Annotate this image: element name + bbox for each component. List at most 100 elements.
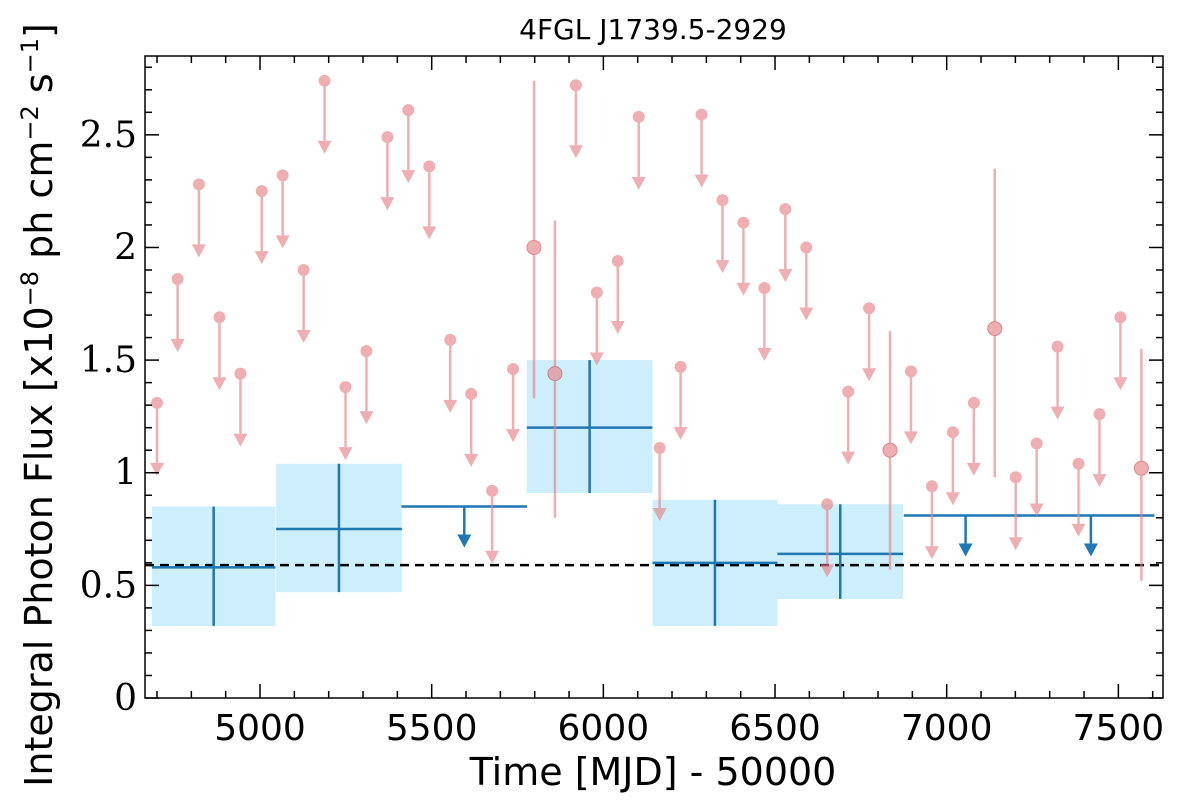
short-bin-upper-limit-arrow xyxy=(778,269,793,283)
short-bin-marker xyxy=(1114,311,1127,324)
short-bin-upper-limit xyxy=(652,441,667,521)
short-bin-marker xyxy=(360,345,373,358)
short-bin-upper-limit xyxy=(275,169,290,249)
short-bin-marker xyxy=(444,333,457,346)
short-bin-upper-limit-arrow xyxy=(673,426,688,440)
short-bin-upper-limit-arrow xyxy=(212,377,227,391)
x-axis-label: Time [MJD] - 50000 xyxy=(469,750,837,794)
short-bin-upper-limit-arrow xyxy=(736,282,751,296)
chart-title: 4FGL J1739.5-2929 xyxy=(519,13,787,46)
short-bin-marker xyxy=(1030,437,1043,450)
y-axis-label-exponent: −2 xyxy=(16,105,44,140)
short-bin-upper-limit xyxy=(757,282,772,362)
short-bin-upper-limit xyxy=(506,363,521,443)
y-tick-label: 0.5 xyxy=(80,565,137,606)
short-bin-upper-limit xyxy=(1050,340,1065,420)
short-bin-upper-limit xyxy=(380,131,395,211)
short-bin-upper-limit xyxy=(799,241,814,321)
y-tick-label: 1.5 xyxy=(80,340,137,381)
short-bin-upper-limit-arrow xyxy=(296,330,311,343)
short-bin-upper-limit-arrow xyxy=(191,244,206,258)
short-bin-marker xyxy=(925,480,938,493)
short-bin-upper-limit xyxy=(673,360,688,440)
short-bin-detection xyxy=(1133,348,1149,581)
short-bin-upper-limit xyxy=(1008,471,1023,551)
short-bin-marker xyxy=(234,367,247,380)
short-bin-marker xyxy=(465,387,478,400)
short-bin-upper-limit-arrow xyxy=(485,550,500,564)
short-bin-upper-limit-arrow xyxy=(150,462,165,476)
long-bin-upper-limit-arrow xyxy=(1083,543,1098,557)
y-tick-label: 2.5 xyxy=(80,115,137,156)
long-bin-upper-limit-arrow xyxy=(457,534,472,548)
short-bin-marker xyxy=(758,282,771,295)
short-bin-upper-limit-arrow xyxy=(715,260,730,274)
short-bin-upper-limit-arrow xyxy=(589,352,604,366)
short-bin-upper-limit xyxy=(820,498,835,578)
short-bin-marker xyxy=(967,396,980,409)
short-bin-upper-limit-arrow xyxy=(1029,503,1044,517)
short-bin-upper-limit xyxy=(841,385,856,465)
short-bin-upper-limit xyxy=(170,273,185,353)
short-bin-marker xyxy=(987,321,1003,337)
short-bin-marker xyxy=(611,254,624,267)
short-bin-upper-limit xyxy=(966,396,981,476)
y-axis-label-part: s xyxy=(17,73,61,105)
short-bin-upper-limit xyxy=(338,381,353,461)
short-bin-upper-limit-arrow xyxy=(1008,537,1023,551)
y-axis-label-part: Integral Photon Flux [x10 xyxy=(17,306,61,787)
short-bin-upper-limit-arrow xyxy=(401,170,416,184)
short-bin-upper-limit-arrow xyxy=(464,453,479,467)
short-bin-upper-limit-arrow xyxy=(652,507,667,521)
short-bin-upper-limit-arrow xyxy=(903,431,918,445)
short-bin-marker xyxy=(653,441,666,454)
axes: 5000 5500 6000 6500 7000 7500 0 0.5 1 1.5 2 2.5 xyxy=(80,55,1165,749)
short-bin-upper-limit-arrow xyxy=(380,197,395,211)
error-bands xyxy=(151,360,904,626)
short-bin-upper-limit-arrow xyxy=(799,307,814,321)
short-bins xyxy=(150,74,1149,581)
short-bin-marker xyxy=(318,74,331,87)
short-bin-marker xyxy=(276,169,289,182)
short-bin-upper-limit xyxy=(443,333,458,413)
short-bin-upper-limit xyxy=(736,216,751,296)
short-bin-upper-limit xyxy=(1113,311,1128,391)
short-bin-upper-limit-arrow xyxy=(924,546,939,560)
x-tick-label: 6500 xyxy=(729,708,821,749)
y-axis-label-exponent: −8 xyxy=(16,271,44,306)
short-bin-marker xyxy=(882,442,898,458)
short-bin-marker xyxy=(842,385,855,398)
y-axis-label-exponent: −1 xyxy=(16,38,44,73)
short-bin-upper-limit xyxy=(862,302,877,382)
long-bin-upper-limit-arrow xyxy=(958,543,973,557)
short-bin-upper-limit-arrow xyxy=(694,174,709,188)
short-bin-upper-limit-arrow xyxy=(317,140,332,154)
x-tick-label: 7500 xyxy=(1073,708,1165,749)
short-bin-upper-limit xyxy=(589,286,604,366)
short-bin-upper-limit-arrow xyxy=(1113,377,1128,391)
short-bin-upper-limit xyxy=(212,311,227,391)
short-bin-marker xyxy=(716,194,729,207)
short-bin-upper-limit xyxy=(1092,408,1107,488)
short-bin-marker xyxy=(255,185,268,198)
short-bin-marker xyxy=(1072,457,1085,470)
short-bin-upper-limit xyxy=(694,108,709,188)
short-bin-upper-limit xyxy=(778,203,793,283)
y-tick-label: 1 xyxy=(114,453,137,494)
short-bin-upper-limit xyxy=(464,387,479,467)
short-bin-upper-limit xyxy=(254,185,269,265)
short-bin-marker xyxy=(526,239,542,255)
short-bin-upper-limit-arrow xyxy=(945,492,960,506)
short-bin-marker xyxy=(737,216,750,229)
short-bin-marker xyxy=(1009,471,1022,484)
short-bin-upper-limit xyxy=(568,79,583,159)
short-bin-upper-limit xyxy=(1071,457,1086,537)
short-bin-upper-limit-arrow xyxy=(338,447,353,461)
short-bin-upper-limit-arrow xyxy=(275,235,290,249)
short-bin-upper-limit-arrow xyxy=(422,226,437,240)
short-bin-upper-limit-arrow xyxy=(568,145,583,159)
y-axis-label-part: ] xyxy=(17,23,61,38)
short-bin-upper-limit-arrow xyxy=(841,451,856,465)
short-bin-upper-limit xyxy=(924,480,939,560)
short-bin-marker xyxy=(821,498,834,511)
